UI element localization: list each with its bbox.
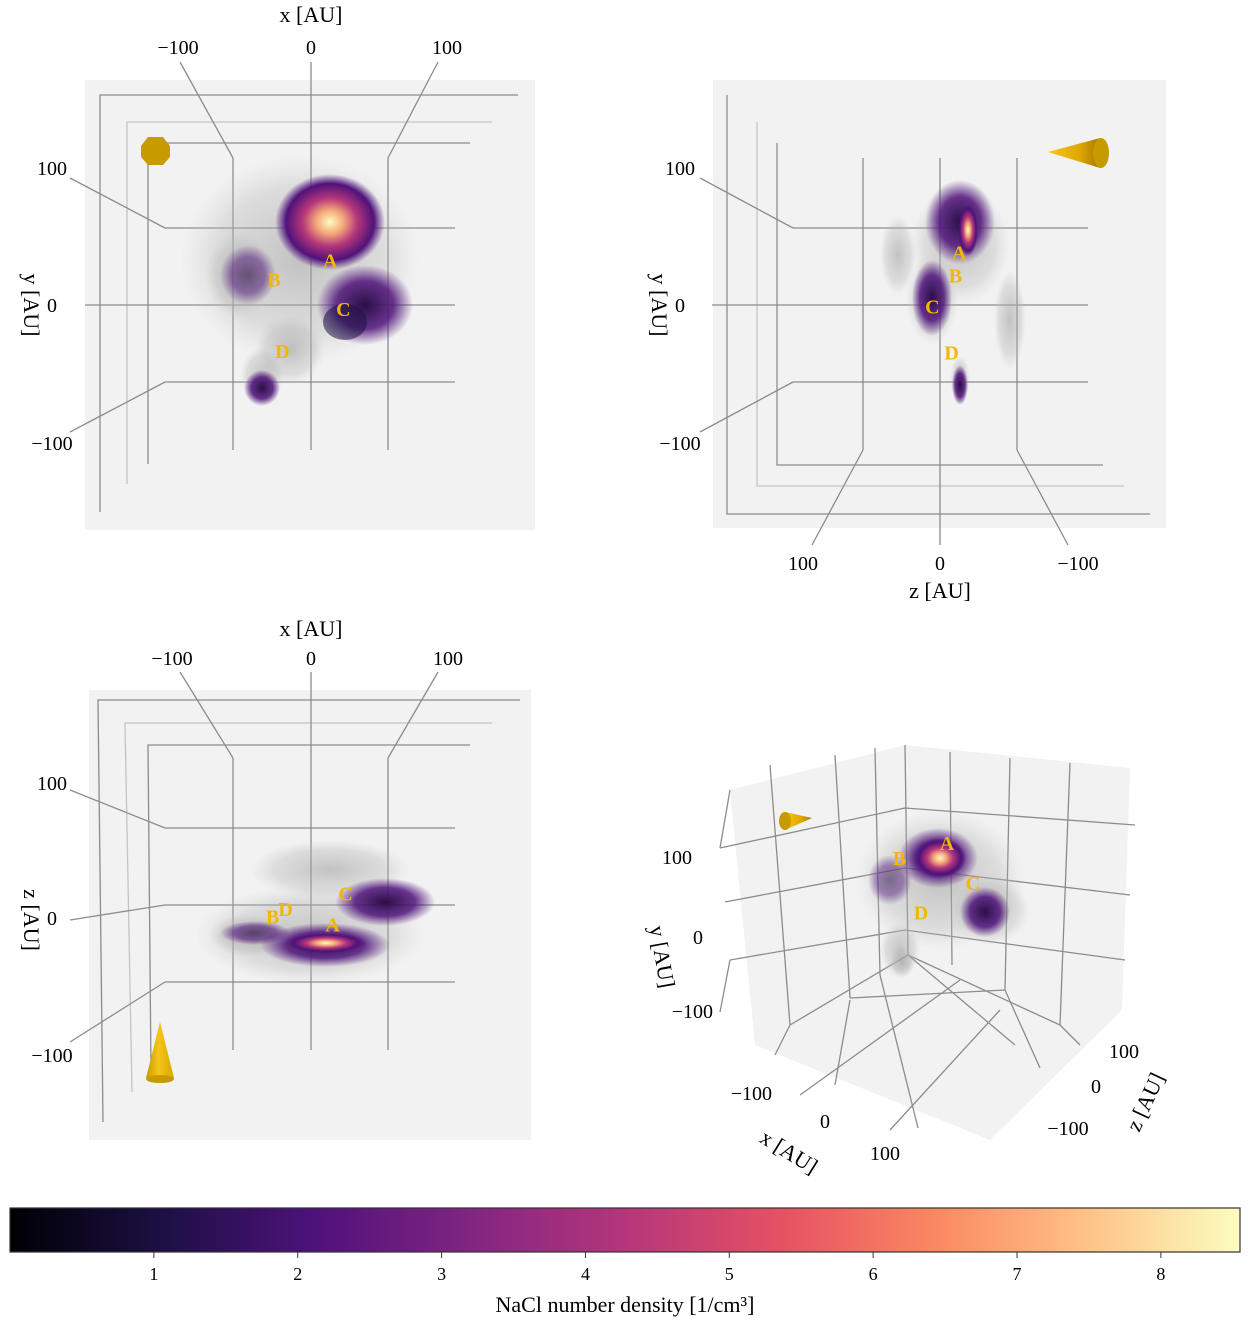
zy-blob-label-C: C xyxy=(925,297,939,319)
xz-x-tick: −100 xyxy=(151,648,192,670)
xz-x-tick: 0 xyxy=(306,648,316,670)
panel-xz-cloud xyxy=(195,840,435,985)
panel-xy xyxy=(69,61,535,530)
zy-x-axis-label: z [AU] xyxy=(909,578,971,603)
3d-y-tick: −100 xyxy=(672,1001,713,1023)
colorbar-label: NaCl number density [1/cm³] xyxy=(496,1292,755,1317)
xz-y-axis-label: z [AU] xyxy=(19,889,44,951)
panel-zy-cloud xyxy=(880,180,1026,405)
zy-blob-label-D: D xyxy=(944,343,958,365)
3d-y-axis-label: y [AU] xyxy=(645,924,681,990)
panel-3d xyxy=(719,744,1136,1140)
3d-blob-label-B: B xyxy=(893,848,906,870)
colorbar-tick-label: 3 xyxy=(437,1264,446,1284)
3d-z-tick: −100 xyxy=(1047,1118,1088,1140)
xy-y-tick: −100 xyxy=(31,433,72,455)
xy-x-axis-label: x [AU] xyxy=(280,2,343,27)
panel-xz xyxy=(69,671,531,1140)
xy-x-tick: 0 xyxy=(306,37,316,59)
zy-y-tick: 0 xyxy=(675,295,685,317)
xz-y-tick: 0 xyxy=(47,908,57,930)
xy-x-tick: −100 xyxy=(157,37,198,59)
xy-blob-label-C: C xyxy=(336,299,350,321)
colorbar-tick-label: 6 xyxy=(869,1264,878,1284)
3d-x-tick: 100 xyxy=(870,1143,900,1165)
3d-x-tick: 0 xyxy=(820,1111,830,1133)
panel-zy-grid xyxy=(699,95,1150,546)
colorbar-gradient xyxy=(9,1207,1241,1253)
colorbar-tick-label: 4 xyxy=(581,1264,590,1284)
panel-zy-camera-marker xyxy=(1048,138,1109,168)
xy-blob-label-A: A xyxy=(323,250,338,272)
3d-blob-label-A: A xyxy=(940,833,955,855)
3d-y-tick: 100 xyxy=(662,847,692,869)
colorbar-tick-label: 2 xyxy=(293,1264,302,1284)
zy-y-tick: 100 xyxy=(665,158,695,180)
panel-3d-camera-marker xyxy=(779,812,812,830)
colorbar-tick-label: 7 xyxy=(1013,1264,1022,1284)
zy-y-axis-label: y [AU] xyxy=(647,274,672,337)
3d-blob-label-D: D xyxy=(914,902,928,924)
panel-xy-cloud xyxy=(180,155,420,406)
colorbar-tick-label: 1 xyxy=(149,1264,158,1284)
zy-x-tick: 0 xyxy=(935,553,945,575)
xz-y-tick: 100 xyxy=(37,773,67,795)
3d-x-axis-label: x [AU] xyxy=(756,1124,823,1179)
xy-x-tick: 100 xyxy=(432,37,462,59)
3d-blob-label-C: C xyxy=(966,873,980,895)
xz-blob-label-B: B xyxy=(266,907,279,929)
xz-blob-label-D: D xyxy=(278,899,292,921)
xy-y-tick: 100 xyxy=(37,158,67,180)
xy-blob-label-D: D xyxy=(275,341,289,363)
zy-y-tick: −100 xyxy=(659,433,700,455)
zy-x-tick: 100 xyxy=(788,553,818,575)
3d-z-tick: 100 xyxy=(1109,1041,1139,1063)
colorbar-tick-label: 5 xyxy=(725,1264,734,1284)
3d-y-tick: 0 xyxy=(693,927,703,949)
xz-x-tick: 100 xyxy=(433,648,463,670)
xy-blob-label-B: B xyxy=(267,270,280,292)
panel-zy xyxy=(699,80,1166,546)
colorbar: 1 2 3 4 5 6 7 8 NaCl number density [1/cm³] xyxy=(9,1207,1241,1317)
xz-y-tick: −100 xyxy=(31,1045,72,1067)
xz-blob-label-C: C xyxy=(338,883,352,905)
zy-x-tick: −100 xyxy=(1057,553,1098,575)
xz-x-axis-label: x [AU] xyxy=(280,616,343,641)
panel-xz-grid xyxy=(69,671,520,1123)
panel-xz-camera-marker xyxy=(146,1022,174,1083)
xz-blob-label-A: A xyxy=(325,914,340,936)
xy-y-tick: 0 xyxy=(47,295,57,317)
panel-xy-camera-marker xyxy=(141,137,170,165)
panel-3d-cloud xyxy=(855,810,1030,978)
3d-z-tick: 0 xyxy=(1091,1076,1101,1098)
xy-y-axis-label: y [AU] xyxy=(19,274,44,337)
zy-blob-label-A: A xyxy=(952,243,967,265)
3d-x-tick: −100 xyxy=(731,1083,772,1105)
3d-z-axis-label: z [AU] xyxy=(1121,1069,1170,1135)
zy-blob-label-B: B xyxy=(949,266,962,288)
colorbar-tick-label: 8 xyxy=(1156,1264,1165,1284)
